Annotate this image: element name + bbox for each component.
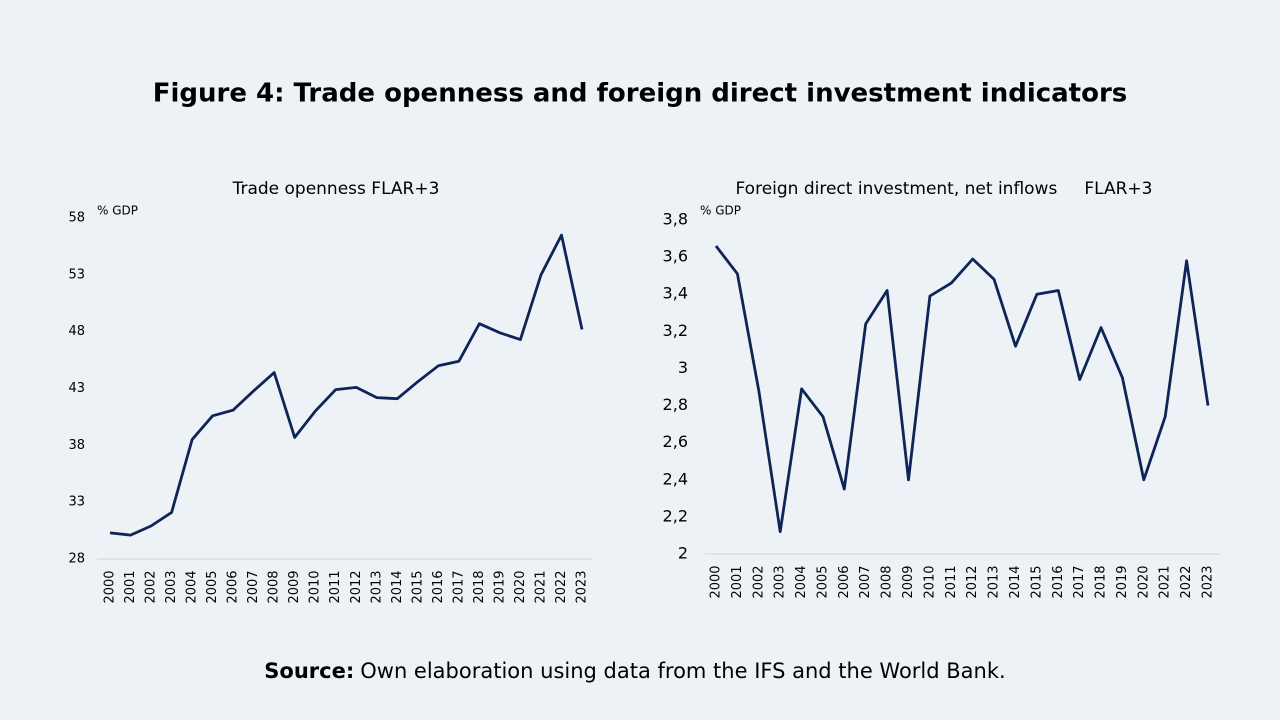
x-tick-label: 2002 [751,565,766,598]
y-tick-label: 3,2 [663,321,688,340]
x-tick-label: 2020 [513,570,528,603]
x-tick-label: 2007 [858,565,873,598]
y-tick-label: 3 [678,358,688,377]
y-unit: % GDP [700,204,741,218]
data-line [714,245,1210,534]
x-tick-label: 2022 [554,570,569,603]
x-tick-label: 2005 [205,570,220,603]
x-tick-label: 2012 [965,565,980,598]
x-tick-label: 2009 [287,570,302,603]
y-tick-label: 3,6 [663,247,688,266]
y-tick-label: 2 [678,544,688,563]
x-tick-label: 2023 [575,570,590,603]
x-tick-label: 2016 [431,570,446,603]
x-tick-label: 2022 [1179,565,1194,598]
x-tick-label: 2010 [308,570,323,603]
x-tick-label: 2018 [472,570,487,603]
chart-title: Foreign direct investment, net inflows F… [736,179,1153,199]
x-tick-label: 2001 [123,570,138,603]
source-label: Source: [264,659,354,683]
x-tick-label: 2004 [185,570,200,603]
x-tick-label: 2014 [1008,565,1023,598]
y-tick-label: 48 [68,324,85,339]
x-tick-label: 2003 [164,570,179,603]
x-tick-label: 2015 [1029,565,1044,598]
x-tick-label: 2008 [267,570,282,603]
x-tick-label: 2009 [901,565,916,598]
slide-title: Figure 4: Trade openness and foreign dir… [153,79,1128,109]
x-tick-label: 2014 [390,570,405,603]
data-line [109,233,584,537]
x-tick-label: 2008 [880,565,895,598]
y-tick-label: 28 [68,552,85,567]
x-tick-label: 2018 [1094,565,1109,598]
x-tick-label: 2020 [1136,565,1151,598]
y-tick-label: 33 [68,495,85,510]
y-tick-label: 58 [68,211,85,226]
x-tick-label: 2007 [246,570,261,603]
x-tick-label: 2013 [987,565,1002,598]
x-tick-label: 2011 [944,565,959,598]
y-tick-label: 43 [68,381,85,396]
x-tick-label: 2011 [328,570,343,603]
y-tick-label: 2,6 [663,432,688,451]
x-tick-label: 2000 [709,565,724,598]
y-unit: % GDP [97,204,138,218]
x-tick-label: 2004 [794,565,809,598]
x-tick-label: 2021 [1158,565,1173,598]
x-tick-label: 2010 [922,565,937,598]
x-tick-label: 2021 [533,570,548,603]
x-tick-label: 2019 [1115,565,1130,598]
source-text: Own elaboration using data from the IFS … [360,659,1005,683]
x-tick-label: 2012 [349,570,364,603]
y-tick-label: 2,8 [663,395,688,414]
x-tick-label: 2017 [1072,565,1087,598]
x-tick-label: 2017 [451,570,466,603]
y-tick-label: 3,8 [663,210,688,229]
x-tick-label: 2016 [1051,565,1066,598]
x-tick-label: 2001 [730,565,745,598]
y-tick-label: 53 [68,267,85,282]
x-tick-label: 2023 [1201,565,1216,598]
x-tick-label: 2006 [837,565,852,598]
x-tick-label: 2000 [103,570,118,603]
y-tick-label: 2,2 [663,506,688,525]
x-tick-label: 2019 [492,570,507,603]
source-note: Source: Own elaboration using data from t… [264,659,1005,683]
y-tick-label: 2,4 [663,469,688,488]
x-tick-label: 2003 [773,565,788,598]
y-tick-label: 3,4 [663,284,688,303]
x-tick-label: 2013 [369,570,384,603]
x-tick-label: 2005 [815,565,830,598]
x-tick-label: 2002 [144,570,159,603]
y-tick-label: 38 [68,438,85,453]
x-tick-label: 2015 [410,570,425,603]
x-tick-label: 2006 [226,570,241,603]
chart-title: Trade openness FLAR+3 [232,179,440,199]
